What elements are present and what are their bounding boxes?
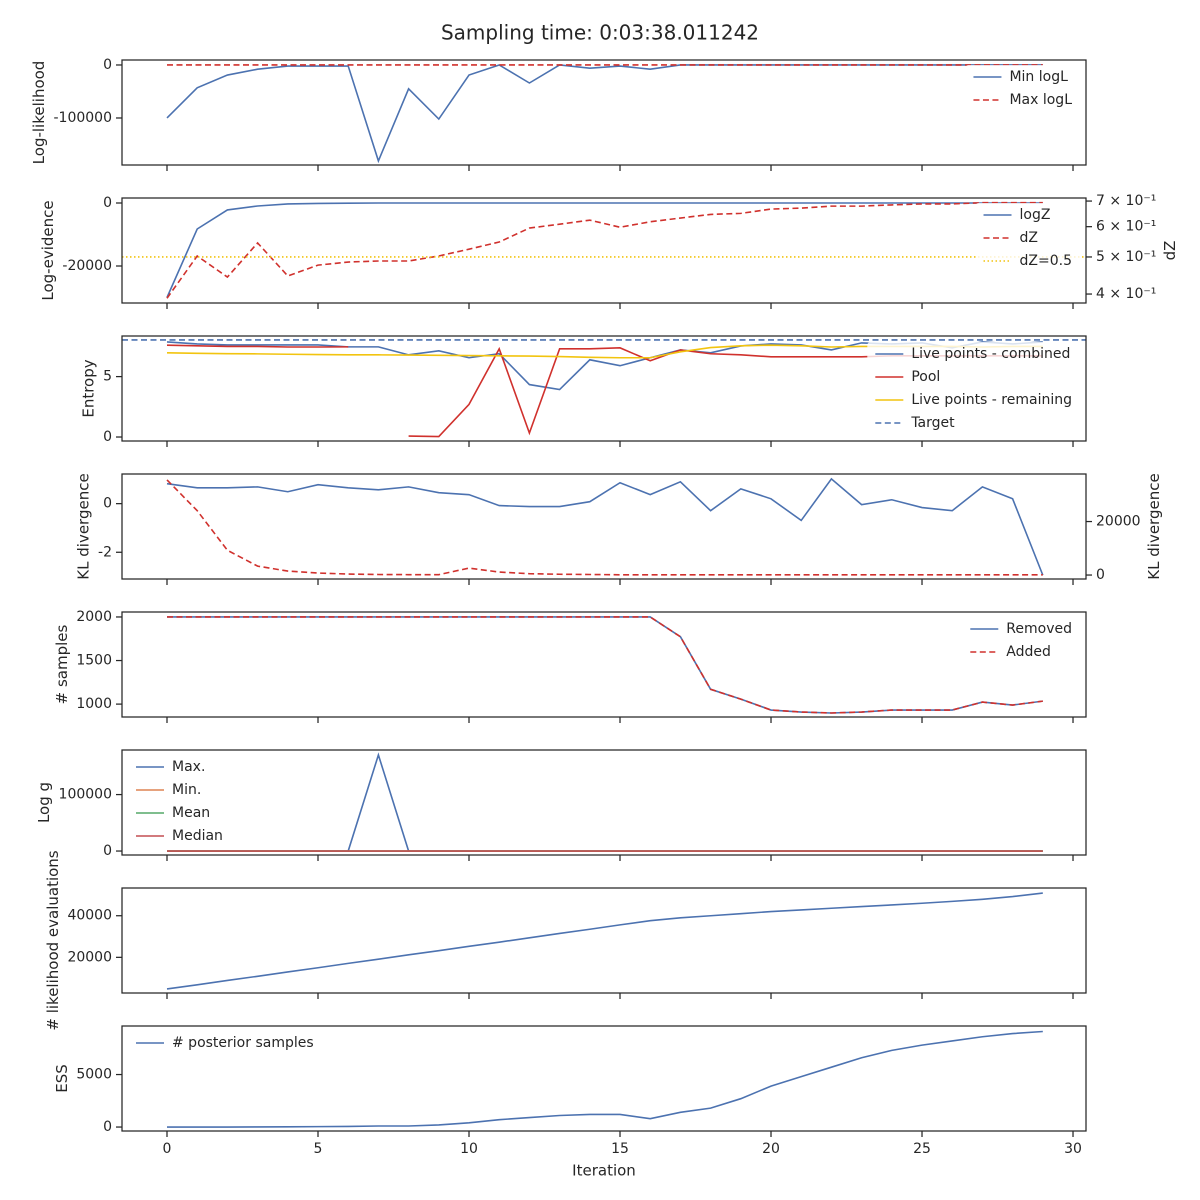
y-tick-label: 0 — [103, 429, 112, 445]
series-line — [167, 752, 1043, 852]
y-axis-label: # samples — [53, 624, 71, 704]
x-tick-label: 25 — [913, 1141, 931, 1157]
legend: # posterior samples — [128, 1031, 322, 1056]
y2-tick-label: 6 × 10⁻¹ — [1096, 219, 1156, 235]
y2-tick-label: 0 — [1096, 567, 1105, 583]
x-tick-label: 0 — [163, 1141, 172, 1157]
plot-frame — [121, 749, 1087, 856]
plot-frame — [121, 611, 1087, 718]
x-tick-label: 10 — [460, 1141, 478, 1157]
series-line — [166, 479, 1043, 576]
series-line — [166, 64, 1043, 164]
y-tick-label: 0 — [103, 496, 112, 512]
y-axis-label: Entropy — [80, 359, 98, 417]
legend-label: Max. — [172, 759, 205, 775]
y-tick-label: 40000 — [67, 908, 112, 924]
y-axis-label: Log-evidence — [39, 200, 57, 300]
y-tick-label: 100000 — [59, 787, 112, 803]
x-tick-label: 30 — [1064, 1141, 1082, 1157]
y2-tick-label: 20000 — [1096, 514, 1141, 530]
y-tick-label: 5 — [103, 369, 112, 385]
y-tick-label: 1500 — [76, 653, 112, 669]
legend-label: Max logL — [1009, 92, 1072, 108]
y2-tick-label: 5 × 10⁻¹ — [1096, 249, 1156, 265]
y-axis-label: KL divergence — [75, 473, 93, 579]
series-line — [166, 892, 1043, 990]
series-line — [166, 201, 1043, 299]
x-axis-label: Iteration — [572, 1162, 636, 1180]
legend-label: Min. — [172, 782, 201, 798]
y2-axis-label: dZ — [1161, 241, 1179, 261]
legend-background — [128, 755, 231, 849]
legend-label: Min logL — [1009, 69, 1068, 85]
series-line — [167, 616, 1043, 714]
series-line — [166, 477, 1044, 576]
y-tick-label: 0 — [103, 843, 112, 859]
legend-label: Mean — [172, 805, 210, 821]
y-axis-label: # likelihood evaluations — [44, 850, 62, 1030]
y2-tick-label: 4 × 10⁻¹ — [1096, 286, 1156, 302]
x-tick-label: 5 — [314, 1141, 323, 1157]
x-tick-label: 15 — [611, 1141, 629, 1157]
y2-axis-label: KL divergence — [1145, 473, 1163, 579]
legend-label: Live points - combined — [911, 346, 1070, 362]
plot-frame — [121, 887, 1087, 994]
y-tick-label: 5000 — [76, 1067, 112, 1083]
series-line — [167, 1030, 1043, 1128]
y-tick-label: -100000 — [54, 110, 113, 126]
y-tick-label: 0 — [103, 195, 112, 211]
legend-label: Removed — [1006, 621, 1072, 637]
y-tick-label: 2000 — [76, 609, 112, 625]
legend-label: Target — [910, 415, 955, 431]
legend: logZ dZ dZ=0.5 — [975, 203, 1080, 274]
legend-label: logZ — [1020, 207, 1051, 223]
y-axis-label: ESS — [53, 1064, 71, 1093]
plot-frame — [121, 197, 1087, 304]
y-tick-label: 20000 — [67, 949, 112, 965]
y-tick-label: 1000 — [76, 696, 112, 712]
legend-background — [867, 342, 1080, 436]
y-tick-label: 0 — [103, 1119, 112, 1135]
y-tick-label: -20000 — [62, 258, 112, 274]
plot-frame — [121, 59, 1087, 166]
plot-frame — [121, 1025, 1087, 1132]
legend-label: # posterior samples — [172, 1035, 314, 1051]
series-line — [166, 202, 1043, 298]
plot-frame — [121, 473, 1087, 580]
legend-label: dZ=0.5 — [1020, 253, 1072, 269]
legend-label: Median — [172, 828, 223, 844]
y-tick-label: 0 — [103, 57, 112, 73]
y-axis-label: Log-likelihood — [30, 61, 48, 165]
legend-background — [128, 1031, 322, 1056]
legend-label: dZ — [1020, 230, 1038, 246]
y-tick-label: -2 — [98, 544, 112, 560]
plot-frame — [121, 335, 1087, 442]
y-axis-label: Log g — [35, 782, 53, 823]
y2-tick-label: 7 × 10⁻¹ — [1096, 193, 1156, 209]
legend: Live points - combined Pool Live points - … — [867, 342, 1080, 436]
legend-label: Live points - remaining — [911, 392, 1072, 408]
legend: Removed Added — [962, 617, 1080, 665]
legend-label: Pool — [911, 369, 940, 385]
figure-title: Sampling time: 0:03:38.011242 — [441, 21, 759, 45]
legend: Max. Min. Mean Median — [128, 755, 231, 849]
legend-label: Added — [1006, 644, 1051, 660]
legend: Min logL Max logL — [965, 65, 1080, 113]
x-tick-label: 20 — [762, 1141, 780, 1157]
legend-background — [975, 203, 1080, 274]
series-line — [167, 616, 1043, 714]
